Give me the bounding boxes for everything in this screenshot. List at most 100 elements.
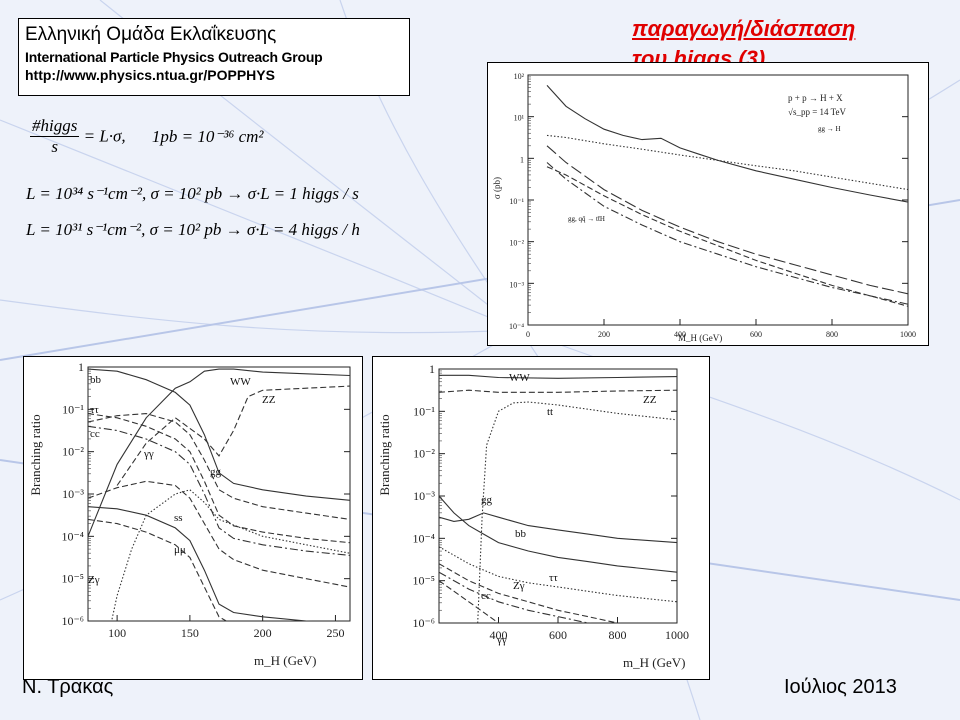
series-label: ZZ xyxy=(262,394,276,406)
x-axis-label: M_H (GeV) xyxy=(678,333,722,343)
group-name-english: International Particle Physics Outreach … xyxy=(25,49,323,65)
series-line-3 xyxy=(546,145,908,295)
slide-title-line1: παραγωγή/διάσπαση xyxy=(632,16,856,41)
header-box: Ελληνική Ομάδα Εκλαΐκευσης International… xyxy=(18,18,410,96)
series-label: γγ xyxy=(143,448,154,460)
series-line-2 xyxy=(88,425,350,556)
series-line-4 xyxy=(546,162,908,305)
footer-author: Ν. Τρακας xyxy=(22,676,114,698)
equation-high-lumi: L = 10³⁴ s⁻¹cm⁻², σ = 10² pb → σ·L = 1 h… xyxy=(26,184,359,203)
series-label: WW xyxy=(509,372,530,384)
series-line-1 xyxy=(546,134,908,191)
y-tick-label: 10⁻⁵ xyxy=(412,574,435,588)
x-tick-label: 600 xyxy=(549,628,567,642)
x-tick-label: 400 xyxy=(674,330,686,339)
x-axis-label: m_H (GeV) xyxy=(623,655,685,670)
y-tick-label: 10⁻⁴ xyxy=(61,529,84,543)
equation-rate-rhs: = L·σ, xyxy=(83,126,126,146)
x-tick-label: 1000 xyxy=(900,330,916,339)
series-line-1 xyxy=(88,413,350,544)
y-tick-label: 10¹ xyxy=(514,114,525,123)
series-line-4 xyxy=(88,480,350,588)
x-tick-label: 100 xyxy=(108,626,126,640)
footer-date: Ιούλιος 2013 xyxy=(784,676,897,698)
series-label: bb xyxy=(90,374,102,386)
series-label: tt xyxy=(547,406,553,418)
x-tick-label: 400 xyxy=(490,628,508,642)
y-tick-label: 10⁻³ xyxy=(62,487,84,501)
series-label: Zγ xyxy=(513,580,525,592)
equation-rate-numerator: #higgs xyxy=(30,116,80,137)
series-line-5 xyxy=(439,546,677,603)
y-tick-label: 10⁻² xyxy=(509,239,524,248)
plot-frame xyxy=(438,368,678,624)
series-line-9 xyxy=(116,385,350,486)
series-label: ττ xyxy=(90,404,99,416)
series-label: ss xyxy=(174,512,183,524)
group-url[interactable]: http://www.physics.ntua.gr/POPPHYS xyxy=(25,67,275,83)
y-tick-label: 10⁻¹ xyxy=(509,197,524,206)
y-tick-label: 10⁻³ xyxy=(413,489,435,503)
chart-legend-line: p + p → H + X xyxy=(788,93,843,103)
y-tick-label: 10⁻⁶ xyxy=(61,614,84,628)
series-label: gg xyxy=(481,494,493,506)
series-line-0 xyxy=(439,374,677,379)
x-tick-label: 200 xyxy=(598,330,610,339)
cross-section-chart: 10² 10¹ 1 10⁻¹ 10⁻² 10⁻³ 10⁻⁴0 200 400 600 800 1000… xyxy=(492,72,960,343)
series-line-5 xyxy=(88,506,313,621)
x-axis-label: m_H (GeV) xyxy=(254,653,316,668)
series-line-3 xyxy=(439,512,677,544)
series-label: ττ xyxy=(549,572,558,584)
y-tick-label: 10⁻³ xyxy=(509,280,524,289)
series-label: WW xyxy=(230,376,251,388)
series-label: Zγ xyxy=(88,574,100,586)
series-line-6 xyxy=(88,518,228,621)
series-label: μμ xyxy=(174,544,186,556)
y-tick-label: 10⁻⁶ xyxy=(412,616,435,630)
chart-legend-line: √s_pp = 14 TeV xyxy=(788,107,846,117)
series-line-8 xyxy=(439,580,500,623)
series-label: cc xyxy=(481,590,491,602)
x-tick-label: 600 xyxy=(750,330,762,339)
series-label: ZZ xyxy=(643,394,657,406)
x-tick-label: 150 xyxy=(181,626,199,640)
y-axis-label: Branching ratio xyxy=(377,414,392,495)
equation-rate-denominator: s xyxy=(51,137,58,156)
equation-low-lumi: L = 10³¹ s⁻¹cm⁻², σ = 10² pb → σ·L = 4 h… xyxy=(26,220,360,239)
series-label: gg xyxy=(210,466,222,478)
y-tick-label: 10⁻¹ xyxy=(413,404,435,418)
x-tick-label: 800 xyxy=(609,628,627,642)
y-tick-label: 1 xyxy=(429,362,435,376)
x-tick-label: 800 xyxy=(826,330,838,339)
series-line-7 xyxy=(439,571,592,623)
series-line-8 xyxy=(88,368,350,537)
series-line-4 xyxy=(439,495,677,573)
x-tick-label: 200 xyxy=(254,626,272,640)
plot-frame xyxy=(87,366,351,622)
series-line-6 xyxy=(439,563,622,623)
br-high-mass-chart-panel: 1 10⁻¹ 10⁻² 10⁻³ 10⁻⁴ 10⁻⁵ 10⁻⁶ 400 600 800 1000 m_… xyxy=(372,356,710,680)
plot-frame xyxy=(527,74,909,326)
y-tick-label: 1 xyxy=(520,155,524,164)
y-tick-label: 10⁻⁴ xyxy=(412,531,435,545)
br-low-mass-chart: 1 10⁻¹ 10⁻² 10⁻³ 10⁻⁴ 10⁻⁵ 10⁻⁶ 100 150 200 250 m_H… xyxy=(28,360,351,668)
series-line-0 xyxy=(88,368,350,501)
x-tick-label: 1000 xyxy=(665,628,689,642)
series-label: γγ xyxy=(496,634,507,646)
series-label: gg, qq̄ → tt̄H xyxy=(568,215,605,223)
series-line-0 xyxy=(546,85,908,203)
x-tick-label: 250 xyxy=(326,626,344,640)
series-label: gg → H xyxy=(818,125,841,133)
y-tick-label: 1 xyxy=(78,360,84,374)
y-tick-label: 10⁻⁴ xyxy=(509,322,524,331)
slide-title: παραγωγή/διάσπαση του higgs (3) xyxy=(632,14,855,74)
series-line-2 xyxy=(546,166,908,307)
y-tick-label: 10⁻² xyxy=(413,447,435,461)
br-high-mass-chart: 1 10⁻¹ 10⁻² 10⁻³ 10⁻⁴ 10⁻⁵ 10⁻⁶ 400 600 800 1000 m_… xyxy=(377,362,689,670)
equation-rate: #higgs s = L·σ, 1pb = 10⁻³⁶ cm² xyxy=(30,116,264,157)
equation-pb-unit: 1pb = 10⁻³⁶ cm² xyxy=(151,126,264,146)
series-line-2 xyxy=(477,401,677,623)
group-name-greek: Ελληνική Ομάδα Εκλαΐκευσης xyxy=(25,24,277,45)
y-tick-label: 10² xyxy=(514,72,525,81)
x-tick-label: 0 xyxy=(526,330,530,339)
